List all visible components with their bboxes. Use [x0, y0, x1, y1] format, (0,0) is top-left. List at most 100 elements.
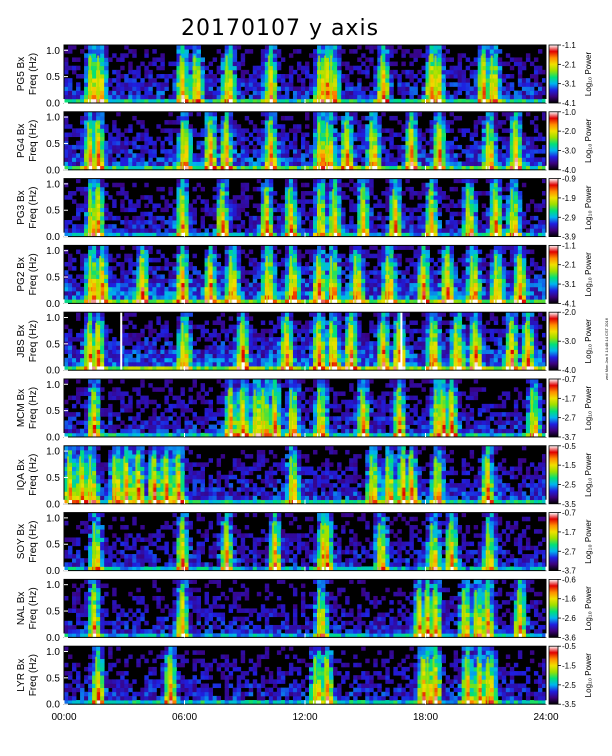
spectral-cell: [377, 65, 382, 71]
spectral-cell: [268, 69, 274, 75]
spectral-cell: [232, 49, 238, 54]
spectral-cell: [449, 153, 455, 158]
spectral-cell: [292, 245, 298, 250]
colorbar-tick-label: -0.9: [562, 175, 576, 184]
spectral-cell: [517, 215, 523, 221]
spectral-cell: [365, 270, 370, 275]
spectral-cell: [497, 86, 503, 91]
spectral-cell: [96, 165, 101, 171]
spectral-cell: [220, 86, 226, 91]
spectral-cell: [268, 211, 274, 217]
spectral-cell: [413, 111, 418, 117]
spectral-cell: [437, 65, 442, 71]
spectral-cell: [381, 253, 386, 259]
spectral-cell: [116, 261, 121, 267]
spectral-cell: [429, 57, 434, 62]
spectral-cell: [481, 140, 487, 146]
spectral-cell: [465, 78, 471, 83]
spectral-cell: [381, 74, 386, 79]
spectral-cell: [92, 286, 97, 292]
spectral-cell: [473, 165, 479, 171]
spectral-cell: [313, 78, 318, 83]
spectral-cell: [124, 78, 129, 83]
spectral-cell: [481, 90, 487, 96]
spectral-cell: [337, 224, 342, 229]
spectral-cell: [76, 249, 81, 255]
spectral-cell: [296, 61, 302, 67]
spectral-cell: [509, 182, 515, 188]
spectral-cell: [493, 232, 499, 237]
spectral-cell: [220, 274, 226, 279]
spectral-cell: [357, 199, 362, 204]
spectral-cell: [232, 78, 238, 83]
spectral-cell: [313, 195, 318, 200]
spectral-cell: [100, 140, 105, 146]
spectral-cell: [264, 45, 270, 50]
spectral-cell: [280, 78, 286, 83]
spectral-cell: [437, 228, 442, 233]
spectral-cell: [180, 245, 185, 250]
spectral-cell: [381, 157, 386, 162]
spectral-cell: [521, 65, 527, 71]
spectral-cell: [425, 186, 430, 192]
spectral-cell: [405, 69, 410, 75]
spectral-cell: [465, 278, 471, 284]
spectral-cell: [389, 299, 394, 304]
spectral-cell: [397, 178, 402, 184]
y-tick-label: 0.0: [46, 232, 60, 243]
spectral-cell: [216, 153, 222, 158]
spectral-cell: [216, 149, 222, 154]
spectral-cell: [505, 94, 511, 100]
spectral-cell: [489, 115, 495, 121]
spectral-cell: [68, 286, 73, 292]
spectral-cell: [232, 270, 238, 275]
spectral-cell: [144, 228, 149, 233]
spectral-cell: [128, 232, 133, 237]
spectral-cell: [260, 295, 266, 300]
colorbar-gradient: [548, 178, 559, 238]
spectral-cell: [244, 69, 250, 75]
spectral-cell: [68, 132, 73, 138]
spectral-cell: [313, 228, 318, 233]
spectral-cell: [228, 61, 234, 67]
spectral-cell: [473, 203, 479, 208]
spectral-cell: [204, 274, 209, 279]
spectral-cell: [469, 74, 475, 79]
spectral-cell: [92, 128, 97, 133]
spectral-cell: [104, 286, 109, 292]
spectral-cell: [393, 132, 398, 138]
spectral-cell: [461, 286, 467, 292]
spectral-cell: [485, 94, 491, 100]
spectral-cell: [513, 144, 519, 150]
spectral-cell: [413, 299, 418, 304]
spectral-cell: [357, 215, 362, 221]
spectral-cell: [156, 86, 161, 91]
spectral-cell: [224, 191, 230, 196]
spectral-cell: [64, 282, 69, 288]
spectral-cell: [200, 295, 205, 300]
spectral-cell: [80, 140, 85, 146]
spectral-cell: [497, 157, 503, 162]
spectral-cell: [188, 165, 193, 171]
spectral-cell: [349, 157, 354, 162]
spectral-cell: [212, 120, 218, 125]
spectral-cell: [381, 220, 386, 225]
spectral-cell: [268, 157, 274, 162]
spectral-cell: [200, 165, 205, 171]
spectral-cell: [264, 249, 270, 255]
spectral-cell: [529, 140, 535, 146]
spectral-cell: [188, 61, 193, 67]
spectral-cell: [457, 74, 463, 79]
spectral-cell: [385, 149, 390, 154]
spectral-cell: [168, 220, 173, 225]
spectral-cell: [501, 207, 507, 213]
spectral-cell: [84, 220, 89, 225]
spectral-cell: [128, 165, 133, 171]
spectral-cell: [92, 120, 97, 125]
spectral-cell: [313, 61, 318, 67]
spectral-cell: [268, 136, 274, 142]
spectral-cell: [136, 232, 141, 237]
spectral-cell: [377, 149, 382, 154]
spectral-cell: [292, 266, 298, 271]
